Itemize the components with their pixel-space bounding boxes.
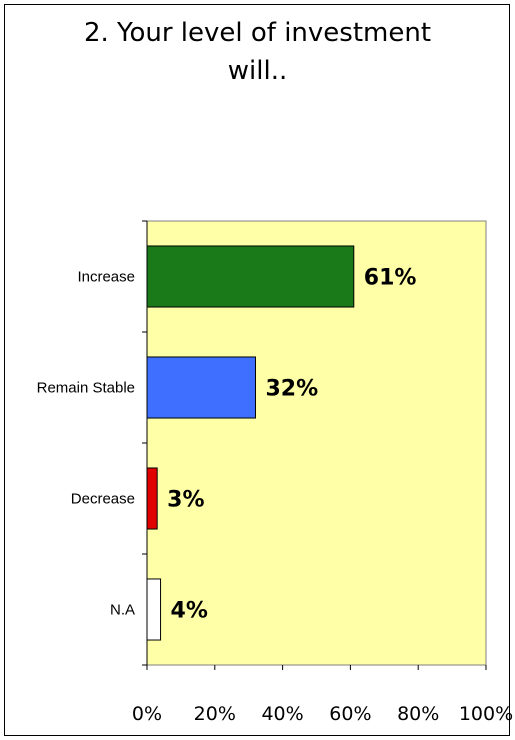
chart-title: 2. Your level of investment will.. (83, 18, 432, 86)
x-tick-label: 20% (194, 703, 236, 725)
x-tick-label: 100% (459, 703, 513, 725)
bar (146, 578, 162, 641)
data-label: 3% (167, 488, 204, 513)
bar (146, 467, 158, 530)
data-label: 32% (265, 377, 318, 402)
category-label: Increase (77, 269, 135, 286)
x-tick-label: 0% (132, 703, 162, 725)
bar (146, 356, 256, 419)
category-label: Decrease (71, 491, 135, 508)
x-tick-label: 40% (261, 703, 303, 725)
category-label: N.A (110, 602, 135, 619)
data-label: 4% (171, 599, 208, 624)
x-tick-label: 80% (397, 703, 439, 725)
x-tick-label: 60% (329, 703, 371, 725)
category-label: Remain Stable (37, 380, 135, 397)
bar (146, 245, 355, 308)
data-label: 61% (364, 266, 417, 291)
